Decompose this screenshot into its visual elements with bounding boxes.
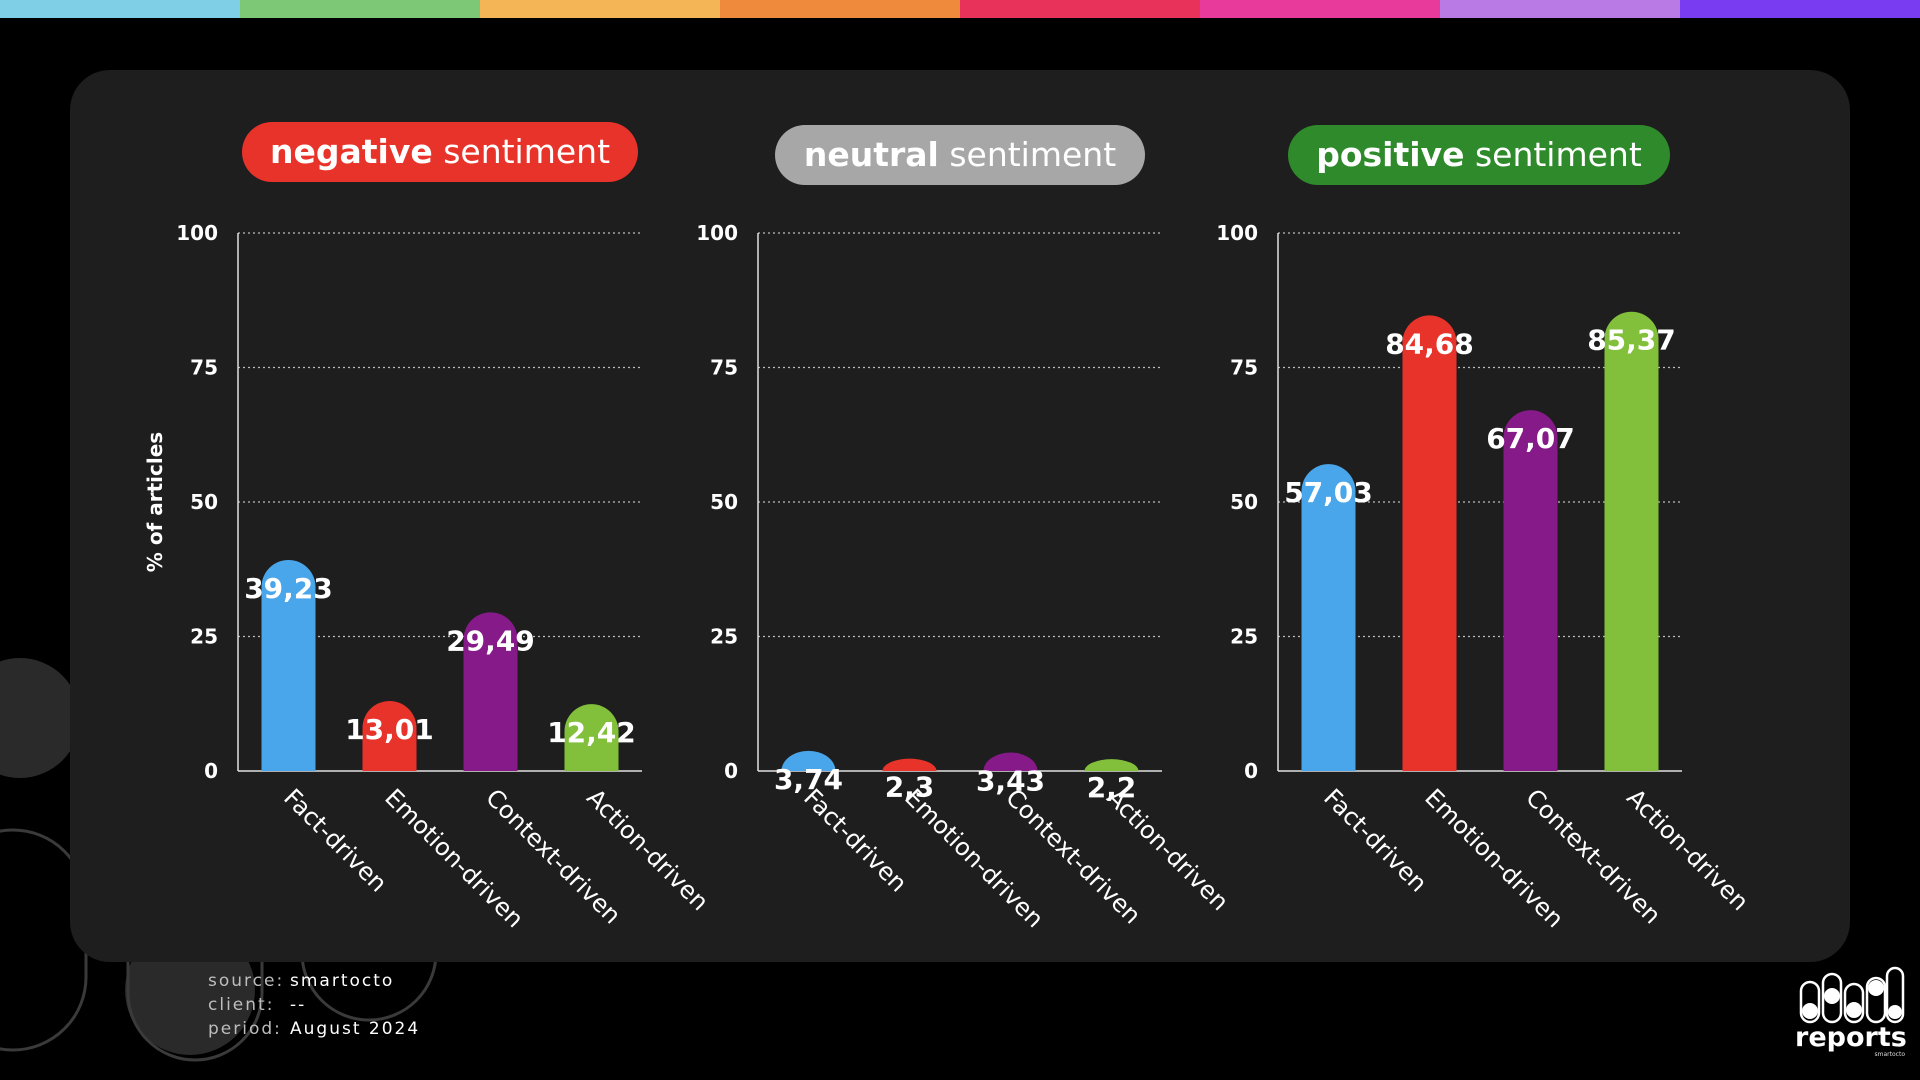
stripe-segment [720, 0, 960, 18]
bar-fact-driven [261, 559, 316, 771]
logo-mark-icon [1799, 966, 1905, 1024]
top-color-stripe [0, 0, 1920, 18]
data-label: 67,07 [1486, 422, 1575, 455]
chart-title-rest: sentiment [1464, 135, 1641, 174]
bar-emotion-driven [882, 758, 937, 771]
data-label: 3,74 [774, 763, 843, 796]
y-tick-label: 75 [1230, 356, 1258, 380]
data-label: 57,03 [1284, 476, 1373, 509]
stripe-segment [1440, 0, 1680, 18]
y-tick-label: 100 [176, 221, 218, 245]
data-label: 3,43 [976, 765, 1045, 798]
chart-title: negative sentiment [270, 132, 610, 171]
title-badge [775, 125, 1145, 185]
bar-action-driven [1604, 311, 1659, 771]
period-value: August 2024 [290, 1019, 421, 1039]
stripe-segment [0, 0, 240, 18]
bar-action-driven [564, 704, 619, 771]
y-axis-label: % of articles [143, 432, 167, 572]
bar-emotion-driven [362, 701, 417, 771]
data-label: 12,42 [547, 716, 636, 749]
logo-text: reports [1795, 1022, 1907, 1053]
data-label: 39,23 [244, 572, 333, 605]
y-tick-label: 0 [724, 759, 738, 783]
chart-title-bold: neutral [804, 135, 939, 174]
stripe-segment [480, 0, 720, 18]
deco-circle [0, 658, 80, 778]
chart-title-bold: positive [1316, 135, 1464, 174]
stripe-segment [240, 0, 480, 18]
bar-action-driven [1084, 759, 1139, 771]
x-tick-label: Fact-driven [278, 783, 392, 897]
data-label: 2,2 [1087, 771, 1137, 804]
y-tick-label: 100 [696, 221, 738, 245]
y-tick-label: 25 [710, 625, 738, 649]
chart-title-bold: negative [270, 132, 433, 171]
footer-period-row: period: August 2024 [208, 1017, 420, 1041]
chart-title: positive sentiment [1316, 135, 1642, 174]
y-tick-label: 75 [710, 356, 738, 380]
data-label: 84,68 [1385, 327, 1474, 360]
y-tick-label: 75 [190, 356, 218, 380]
y-tick-label: 100 [1216, 221, 1258, 245]
data-label: 29,49 [446, 624, 535, 657]
title-badge [242, 122, 638, 182]
data-label: 2,3 [885, 771, 935, 804]
client-value: -- [290, 995, 307, 1015]
bar-fact-driven [1301, 464, 1356, 771]
y-tick-label: 0 [204, 759, 218, 783]
y-tick-label: 50 [1230, 490, 1258, 514]
stripe-segment [960, 0, 1200, 18]
bar-fact-driven [781, 750, 836, 771]
title-badge [1288, 125, 1670, 185]
stripe-segment [1200, 0, 1440, 18]
y-tick-label: 50 [190, 490, 218, 514]
chart-title: neutral sentiment [804, 135, 1116, 174]
footer-source-row: source: smartocto [208, 969, 420, 993]
bar-emotion-driven [1402, 315, 1457, 771]
source-label: source: [208, 971, 285, 991]
y-tick-label: 25 [190, 625, 218, 649]
chart-title-rest: sentiment [433, 132, 610, 171]
data-label: 85,37 [1587, 324, 1676, 357]
period-label: period: [208, 1019, 282, 1039]
source-value: smartocto [290, 971, 395, 991]
bar-context-driven [463, 612, 518, 771]
chart-title-rest: sentiment [939, 135, 1116, 174]
x-tick-label: Fact-driven [1318, 783, 1432, 897]
footer-client-row: client: -- [208, 993, 420, 1017]
stripe-segment [1680, 0, 1920, 18]
data-label: 13,01 [345, 713, 434, 746]
y-tick-label: 0 [1244, 759, 1258, 783]
bar-context-driven [983, 752, 1038, 771]
y-tick-label: 25 [1230, 625, 1258, 649]
client-label: client: [208, 995, 275, 1015]
bar-context-driven [1503, 410, 1558, 771]
footer-info: source: smartocto client: -- period: Aug… [208, 969, 420, 1041]
y-tick-label: 50 [710, 490, 738, 514]
reports-logo: reports smartocto [1795, 966, 1907, 1058]
logo-subtext: smartocto [1874, 1051, 1905, 1058]
